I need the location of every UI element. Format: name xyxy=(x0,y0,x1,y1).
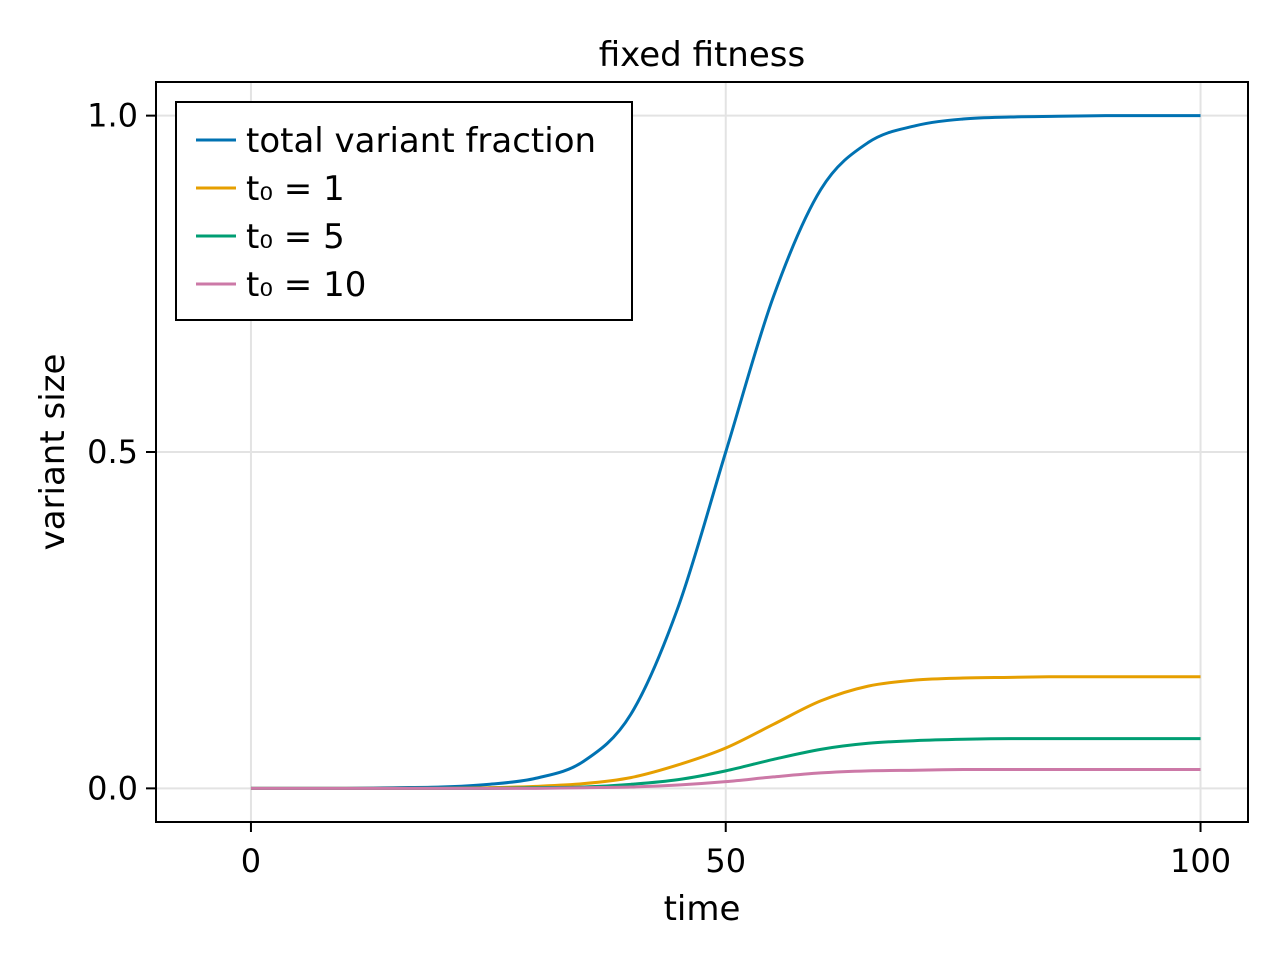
legend-label: t₀ = 10 xyxy=(246,265,366,305)
x-axis-label: time xyxy=(664,889,741,929)
legend-box xyxy=(175,101,633,321)
y-tick-label: 0.0 xyxy=(87,769,138,807)
legend-label: t₀ = 5 xyxy=(246,217,345,257)
legend-label: t₀ = 1 xyxy=(246,169,345,209)
x-tick-label: 0 xyxy=(241,842,261,880)
tick-layer: 0 50 100 0.0 0.5 1.0 xyxy=(87,97,1231,880)
y-axis-label: variant size xyxy=(33,354,73,551)
y-tick-label: 1.0 xyxy=(87,97,138,135)
x-tick-label: 50 xyxy=(705,842,746,880)
series-line-3 xyxy=(250,767,1201,790)
series-layer xyxy=(250,114,1201,790)
legend: total variant fraction t₀ = 1 t₀ = 5 t₀ = 1… xyxy=(175,101,633,321)
x-tick-label: 100 xyxy=(1170,842,1231,880)
y-tick-label: 0.5 xyxy=(87,433,138,471)
legend-label: total variant fraction xyxy=(246,121,596,161)
chart-title: fixed fitness xyxy=(599,35,805,75)
